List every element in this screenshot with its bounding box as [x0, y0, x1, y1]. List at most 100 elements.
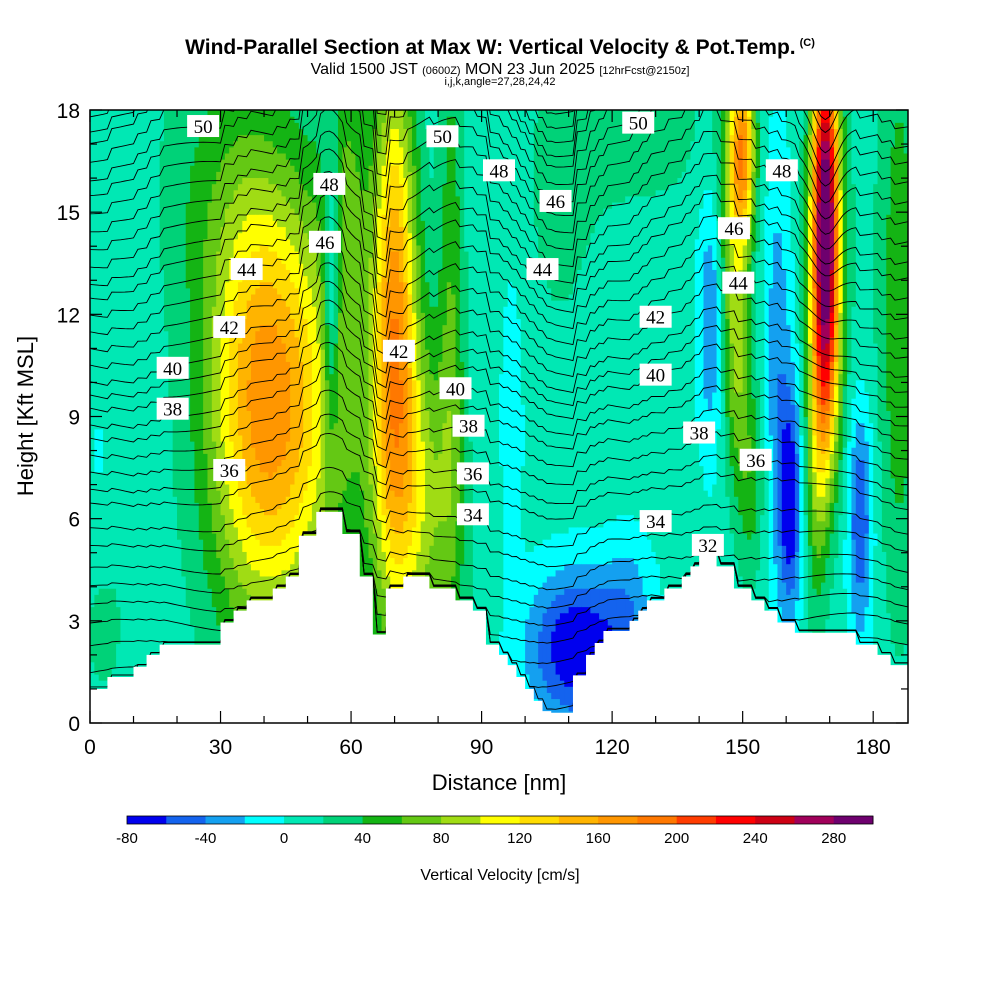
- velocity-cell: [781, 373, 787, 430]
- colorbar-swatch: [441, 816, 481, 824]
- velocity-cell: [816, 379, 822, 405]
- velocity-cell: [820, 110, 826, 123]
- velocity-cell: [290, 244, 296, 283]
- velocity-cell: [538, 631, 544, 669]
- velocity-cell: [285, 238, 291, 270]
- velocity-cell: [768, 434, 774, 657]
- velocity-cell: [747, 263, 752, 436]
- velocity-cell: [294, 214, 300, 252]
- velocity-cell: [264, 177, 269, 215]
- velocity-cell: [285, 201, 291, 240]
- velocity-cell: [172, 496, 178, 723]
- velocity-cell: [816, 496, 822, 522]
- colorbar-swatch: [244, 816, 285, 824]
- y-axis-title: Height [Kft MSL]: [13, 336, 38, 496]
- velocity-cell: [834, 110, 839, 129]
- velocity-cell: [707, 110, 713, 191]
- velocity-cell: [429, 441, 435, 546]
- velocity-cell: [794, 342, 800, 405]
- velocity-cell: [720, 391, 726, 723]
- velocity-cell: [786, 324, 792, 387]
- velocity-cell: [224, 539, 230, 589]
- y-tick-label: 12: [57, 304, 80, 327]
- theta-contour-line: [90, 110, 908, 217]
- velocity-cell: [446, 514, 452, 595]
- velocity-cell: [268, 575, 274, 614]
- contour-label: 48: [483, 159, 515, 182]
- colorbar-swatch: [794, 816, 835, 824]
- theta-contour-line: [90, 216, 908, 362]
- velocity-cell: [211, 110, 217, 185]
- velocity-cell: [799, 342, 805, 436]
- velocity-cell: [216, 110, 222, 172]
- velocity-cell: [625, 557, 631, 595]
- velocity-cell: [142, 110, 148, 723]
- velocity-cell: [816, 447, 822, 473]
- velocity-cell: [407, 545, 413, 583]
- contour-label-text: 34: [646, 512, 666, 533]
- velocity-cell: [607, 208, 613, 522]
- velocity-cell: [668, 183, 674, 723]
- velocity-cell: [364, 110, 370, 191]
- contour-label-box: [622, 111, 655, 134]
- theta-contour-line: [545, 110, 574, 115]
- velocity-cell: [490, 110, 496, 723]
- velocity-cell: [555, 300, 561, 534]
- velocity-cell: [177, 539, 182, 723]
- velocity-cell: [829, 416, 835, 436]
- velocity-cell: [268, 183, 274, 215]
- contour-label-text: 46: [546, 192, 565, 213]
- velocity-cell: [729, 465, 735, 534]
- velocity-cell: [838, 110, 844, 129]
- velocity-cell: [372, 465, 378, 534]
- velocity-cell: [464, 110, 470, 252]
- velocity-cell: [864, 514, 870, 534]
- terrain: [90, 511, 908, 723]
- velocity-cell: [190, 441, 196, 626]
- velocity-cell: [403, 355, 409, 473]
- copyright-mark: (C): [799, 37, 815, 49]
- y-tick-label: 0: [68, 713, 80, 736]
- velocity-cell: [385, 459, 391, 510]
- velocity-cell: [790, 441, 796, 559]
- velocity-cell: [394, 250, 400, 320]
- velocity-cell: [577, 606, 583, 687]
- velocity-cell: [603, 563, 609, 589]
- velocity-cell: [842, 539, 848, 589]
- velocity-cell: [838, 373, 844, 418]
- velocity-cell: [664, 189, 670, 723]
- velocity-cell: [829, 201, 835, 270]
- velocity-cell: [224, 483, 230, 540]
- velocity-cell: [551, 575, 557, 601]
- velocity-cell: [847, 441, 853, 657]
- velocity-cell: [433, 526, 439, 601]
- velocity-cell: [359, 189, 365, 491]
- velocity-cell: [677, 177, 683, 723]
- velocity-cell: [390, 318, 396, 430]
- velocity-cell: [855, 582, 861, 632]
- velocity-cell: [290, 318, 296, 485]
- contour-label: 48: [765, 159, 798, 182]
- contour-label-text: 46: [315, 233, 334, 254]
- velocity-cell: [233, 477, 239, 528]
- velocity-cell: [259, 134, 265, 179]
- x-tick-label: 60: [339, 736, 362, 759]
- velocity-cell: [551, 698, 557, 723]
- velocity-cell: [390, 526, 396, 559]
- velocity-cell: [224, 152, 230, 209]
- contour-labels: 32 34 34 36 36 36 38 38 38 40 40 40 42 42 42 44 44 44 46 46…: [156, 111, 798, 557]
- velocity-cell: [442, 324, 448, 424]
- velocity-cell: [324, 379, 330, 559]
- velocity-cell: [268, 250, 274, 283]
- velocity-cell: [590, 110, 596, 234]
- velocity-cell: [577, 269, 583, 528]
- velocity-cell: [825, 122, 831, 142]
- velocity-cell: [747, 189, 752, 215]
- velocity-cell: [564, 563, 570, 589]
- velocity-cell: [829, 453, 835, 479]
- velocity-cell: [207, 201, 213, 503]
- velocity-cell: [381, 465, 387, 516]
- contour-label: 44: [722, 271, 755, 295]
- velocity-cell: [290, 208, 296, 246]
- velocity-cell: [586, 526, 591, 565]
